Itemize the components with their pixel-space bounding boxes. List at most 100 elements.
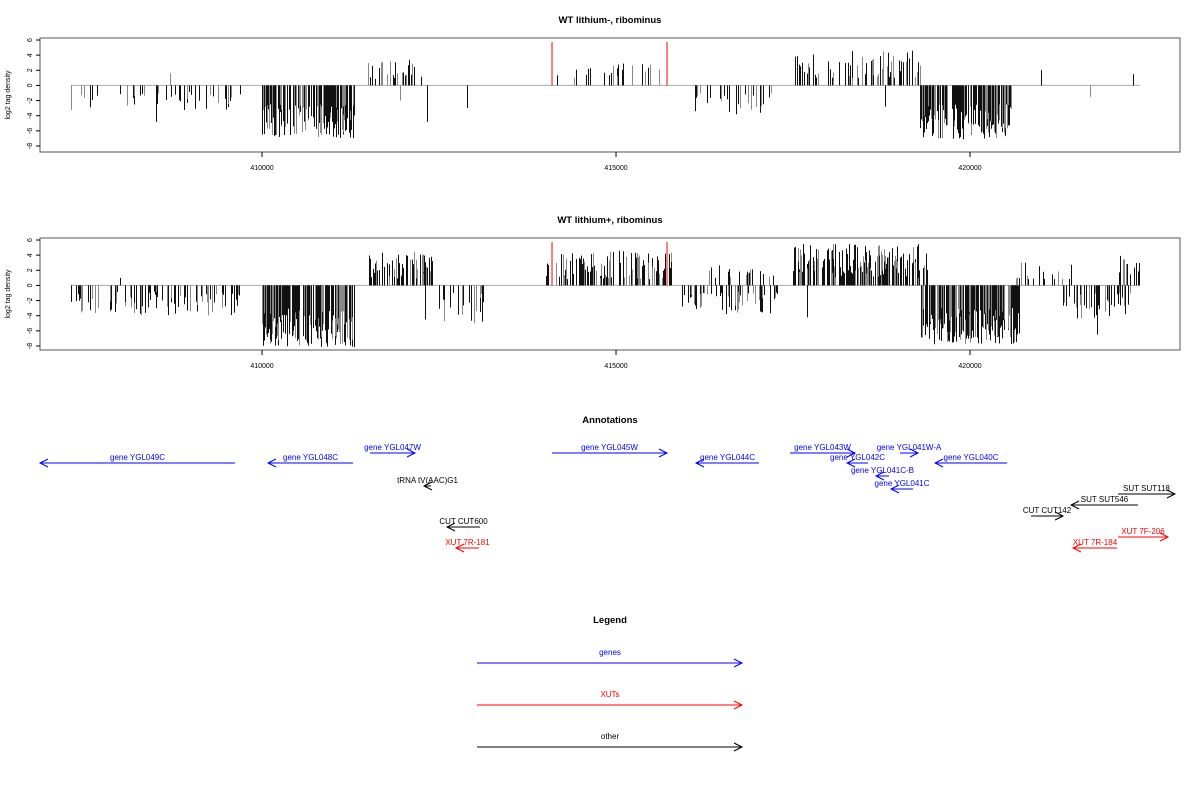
arrowhead-icon xyxy=(733,658,744,668)
y-tick-label: -6 xyxy=(27,328,34,334)
plot-frame xyxy=(39,237,1181,351)
panel-1-title: WT lithium-, ribominus xyxy=(559,15,662,26)
y-tick-label: 6 xyxy=(27,238,34,242)
feature-arrow: gene YGL045W xyxy=(552,443,669,458)
y-tick-label: 6 xyxy=(27,38,34,42)
feature-arrow: gene YGL042C xyxy=(830,453,885,468)
arrowhead-icon xyxy=(406,448,417,458)
feature-arrow: gene YGL041C xyxy=(875,479,930,494)
feature-label: CUT CUT600 xyxy=(439,517,488,526)
arrowhead-icon xyxy=(889,484,900,494)
arrowhead-icon xyxy=(1069,500,1080,510)
legend-item-genes: genes xyxy=(477,648,744,668)
x-tick-label: 420000 xyxy=(958,165,981,172)
x-tick-label: 415000 xyxy=(604,165,627,172)
arrowhead-icon xyxy=(1159,532,1170,542)
feature-arrow: gene YGL040C xyxy=(933,453,1008,468)
feature-arrow: XUT 7R-181 xyxy=(445,538,490,553)
arrowhead-icon xyxy=(694,458,705,468)
y-tick-label: -2 xyxy=(27,297,34,303)
feature-label: gene YGL047W xyxy=(364,443,421,452)
feature-label: gene YGL045W xyxy=(581,443,638,452)
x-tick-label: 410000 xyxy=(250,165,273,172)
x-tick-label: 420000 xyxy=(958,363,981,370)
feature-arrow: gene YGL047W xyxy=(364,443,421,458)
panel-2: 6 4 2 0 -2 -4 -6 -8 log2 tag density 410000 415000… xyxy=(5,237,1181,370)
y-tick-label: -4 xyxy=(27,113,34,119)
feature-label: gene YGL041C-B xyxy=(851,466,914,475)
feature-arrow: CUT CUT600 xyxy=(439,517,488,532)
y-tick-label: -2 xyxy=(27,97,34,103)
feature-label: gene YGL044C xyxy=(700,453,755,462)
feature-label: gene YGL041C xyxy=(875,479,930,488)
annotations-title: Annotations xyxy=(582,415,637,426)
arrowhead-icon xyxy=(909,448,920,458)
arrowhead-icon xyxy=(266,458,277,468)
panel-1: 6 4 2 0 -2 -4 -6 -8 log2 tag density 410000 415000… xyxy=(5,37,1181,172)
arrowhead-icon xyxy=(1166,489,1177,499)
x-tick-label: 410000 xyxy=(250,363,273,370)
arrowhead-icon xyxy=(445,522,456,532)
arrowhead-icon xyxy=(846,448,857,458)
feature-arrow: gene YGL041W-A xyxy=(877,443,942,458)
y-tick-label: 2 xyxy=(27,68,34,72)
annotation-track: gene YGL049C gene YGL048C gene YGL047W gene… xyxy=(38,443,1177,553)
feature-arrow: gene YGL044C xyxy=(694,453,760,468)
plot-frame xyxy=(39,37,1181,153)
feature-arrow: SUT SUT118 xyxy=(1117,484,1177,499)
y-axis-label: log2 tag density xyxy=(5,70,12,120)
feature-arrow: gene YGL049C xyxy=(38,453,236,468)
x-tick-label: 415000 xyxy=(604,363,627,370)
y-tick-label: 2 xyxy=(27,268,34,272)
legend-item-xuts: XUTs xyxy=(477,690,744,710)
y-axis-label: log2 tag density xyxy=(5,269,12,319)
y-tick-label: 4 xyxy=(27,253,34,257)
feature-label: tRNA tV(AAC)G1 xyxy=(397,476,458,485)
arrowhead-icon xyxy=(733,700,744,710)
feature-arrow: gene YGL043W xyxy=(790,443,857,458)
legend-item-other: other xyxy=(477,732,744,752)
feature-label: SUT SUT118 xyxy=(1123,484,1170,493)
arrowhead-icon xyxy=(422,481,433,491)
feature-arrow: CUT CUT142 xyxy=(1023,506,1072,521)
panel-2-title: WT lithium+, ribominus xyxy=(557,215,662,226)
feature-label: gene YGL043W xyxy=(794,443,851,452)
feature-arrow: tRNA tV(AAC)G1 xyxy=(397,476,459,491)
arrowhead-icon xyxy=(454,543,465,553)
feature-label: gene YGL041W-A xyxy=(877,443,942,452)
feature-label: gene YGL042C xyxy=(830,453,885,462)
legend-title: Legend xyxy=(593,615,627,626)
feature-arrow: SUT SUT546 xyxy=(1069,495,1139,510)
feature-label: gene YGL040C xyxy=(944,453,999,462)
arrowhead-icon xyxy=(658,448,669,458)
feature-label: XUT 7F-206 xyxy=(1121,527,1165,536)
y-tick-label: 0 xyxy=(27,283,34,287)
arrowhead-icon xyxy=(845,458,856,468)
feature-label: XUT 7R-181 xyxy=(445,538,490,547)
feature-label: SUT SUT546 xyxy=(1081,495,1129,504)
y-tick-label: 4 xyxy=(27,53,34,57)
feature-label: gene YGL048C xyxy=(283,453,338,462)
arrowhead-icon xyxy=(933,458,944,468)
arrowhead-icon xyxy=(38,458,49,468)
arrowhead-icon xyxy=(1054,511,1065,521)
arrowhead-icon xyxy=(874,471,885,481)
feature-arrow: gene YGL048C xyxy=(266,453,354,468)
legend-label: other xyxy=(601,732,620,741)
legend-label: genes xyxy=(599,648,621,657)
feature-arrow: XUT 7R-184 xyxy=(1071,538,1118,553)
feature-arrow: gene YGL041C-B xyxy=(851,466,914,481)
y-tick-label: -8 xyxy=(27,343,34,349)
feature-label: XUT 7R-184 xyxy=(1073,538,1118,547)
legend-label: XUTs xyxy=(600,690,619,699)
arrowhead-icon xyxy=(1071,543,1082,553)
feature-label: gene YGL049C xyxy=(110,453,165,462)
feature-arrow: XUT 7F-206 xyxy=(1117,527,1170,542)
arrowhead-icon xyxy=(733,742,744,752)
y-tick-label: -8 xyxy=(27,143,34,149)
y-tick-label: 0 xyxy=(27,83,34,87)
y-tick-label: -6 xyxy=(27,128,34,134)
y-tick-label: -4 xyxy=(27,313,34,319)
feature-label: CUT CUT142 xyxy=(1023,506,1072,515)
